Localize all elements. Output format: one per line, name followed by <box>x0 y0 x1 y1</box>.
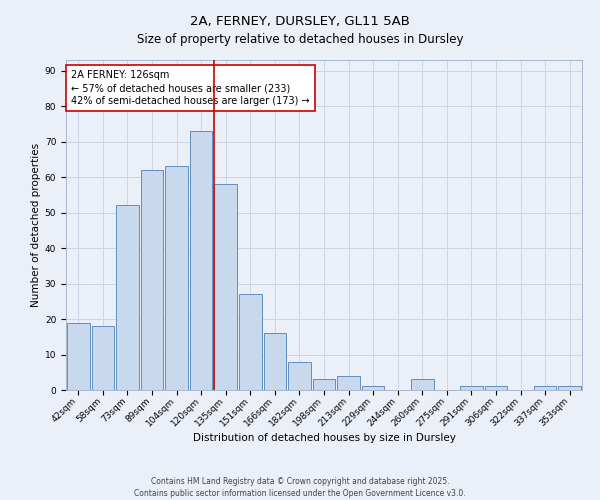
Text: 2A, FERNEY, DURSLEY, GL11 5AB: 2A, FERNEY, DURSLEY, GL11 5AB <box>190 15 410 28</box>
Text: Size of property relative to detached houses in Dursley: Size of property relative to detached ho… <box>137 32 463 46</box>
Bar <box>534 386 556 390</box>
Text: 2A FERNEY: 126sqm
← 57% of detached houses are smaller (233)
42% of semi-detache: 2A FERNEY: 126sqm ← 57% of detached hous… <box>71 70 310 106</box>
Bar <box>362 386 385 390</box>
Text: Contains HM Land Registry data © Crown copyright and database right 2025.
Contai: Contains HM Land Registry data © Crown c… <box>134 476 466 498</box>
Bar <box>239 294 262 390</box>
Bar <box>411 380 434 390</box>
Bar <box>288 362 311 390</box>
Bar <box>263 333 286 390</box>
Bar <box>165 166 188 390</box>
Bar <box>116 206 139 390</box>
Bar <box>140 170 163 390</box>
X-axis label: Distribution of detached houses by size in Dursley: Distribution of detached houses by size … <box>193 432 455 442</box>
Y-axis label: Number of detached properties: Number of detached properties <box>31 143 41 307</box>
Bar <box>92 326 114 390</box>
Bar <box>485 386 508 390</box>
Bar <box>190 131 212 390</box>
Bar <box>214 184 237 390</box>
Bar <box>559 386 581 390</box>
Bar <box>67 322 89 390</box>
Bar <box>460 386 483 390</box>
Bar <box>313 380 335 390</box>
Bar <box>337 376 360 390</box>
